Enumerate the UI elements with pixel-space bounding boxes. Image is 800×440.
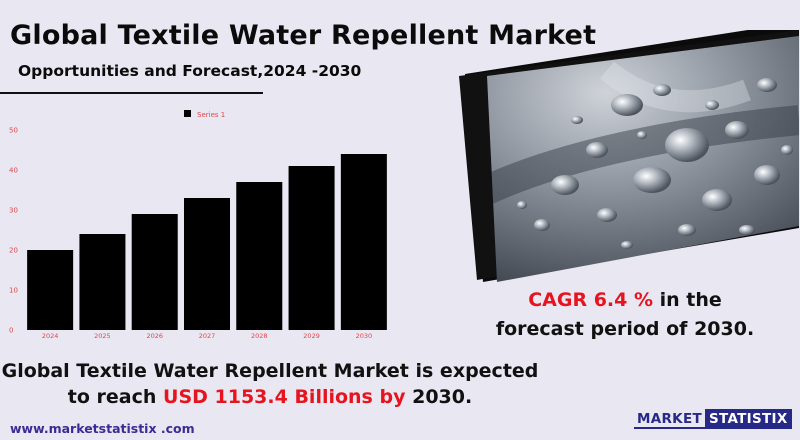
cagr-statement: CAGR 6.4 % in the forecast period of 203… xyxy=(452,286,798,344)
y-tick-label: 10 xyxy=(9,287,18,295)
water-droplets-photo xyxy=(459,30,799,282)
bar xyxy=(236,182,283,330)
x-tick-label: 2029 xyxy=(303,332,320,340)
page-title: Global Textile Water Repellent Market xyxy=(10,20,597,51)
cagr-line2: forecast period of 2030. xyxy=(495,318,755,340)
expectation-line2-start: to reach xyxy=(67,386,164,408)
cagr-suffix: in the xyxy=(653,289,722,311)
y-tick-label: 40 xyxy=(9,167,18,175)
x-tick-label: 2028 xyxy=(251,332,268,340)
bar xyxy=(340,154,387,330)
website-link[interactable]: www.marketstatistix .com xyxy=(10,421,195,436)
expectation-value: USD 1153.4 Billions by xyxy=(163,386,406,408)
bar xyxy=(183,198,231,330)
y-tick-label: 20 xyxy=(9,247,18,255)
logo-part-market: MARKET xyxy=(634,409,705,429)
bar xyxy=(131,214,178,330)
x-tick-label: 2026 xyxy=(146,332,163,340)
expectation-line1: Global Textile Water Repellent Market is… xyxy=(1,360,539,382)
expectation-line2-end: 2030. xyxy=(405,386,473,408)
x-tick-label: 2025 xyxy=(94,332,111,340)
bar xyxy=(79,234,126,330)
y-tick-label: 30 xyxy=(9,207,18,215)
logo-part-statistix: STATISTIX xyxy=(704,409,792,429)
legend-swatch xyxy=(184,110,191,117)
market-expectation: Global Textile Water Repellent Market is… xyxy=(0,358,540,410)
bar xyxy=(27,250,74,330)
y-tick-label: 0 xyxy=(9,327,13,335)
x-tick-label: 2027 xyxy=(199,332,216,340)
page-subtitle: Opportunities and Forecast,2024 -2030 xyxy=(18,62,362,80)
x-tick-label: 2024 xyxy=(42,332,59,340)
x-tick-label: 2030 xyxy=(356,332,373,340)
cagr-value: CAGR 6.4 % xyxy=(528,289,654,311)
chart-legend: Series 1 xyxy=(184,110,225,119)
y-tick-label: 50 xyxy=(9,127,18,135)
brand-logo: MARKET STATISTIX xyxy=(634,409,792,429)
title-underline xyxy=(0,92,263,94)
legend-label: Series 1 xyxy=(197,111,225,119)
bar xyxy=(288,166,335,330)
